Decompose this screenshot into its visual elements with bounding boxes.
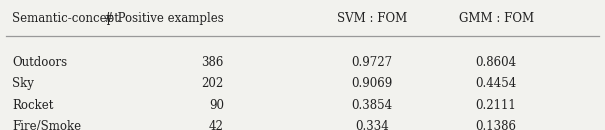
Text: Rocket: Rocket xyxy=(12,99,53,112)
Text: SVM : FOM: SVM : FOM xyxy=(337,12,407,25)
Text: 386: 386 xyxy=(201,56,224,69)
Text: 0.8604: 0.8604 xyxy=(476,56,517,69)
Text: 0.2111: 0.2111 xyxy=(476,99,517,112)
Text: 90: 90 xyxy=(209,99,224,112)
Text: Outdoors: Outdoors xyxy=(12,56,67,69)
Text: 0.3854: 0.3854 xyxy=(352,99,393,112)
Text: # Positive examples: # Positive examples xyxy=(104,12,224,25)
Text: 0.9727: 0.9727 xyxy=(352,56,393,69)
Text: Sky: Sky xyxy=(12,77,34,90)
Text: Semantic-concept: Semantic-concept xyxy=(12,12,119,25)
Text: 0.1386: 0.1386 xyxy=(476,120,517,130)
Text: Fire/Smoke: Fire/Smoke xyxy=(12,120,81,130)
Text: 0.334: 0.334 xyxy=(355,120,389,130)
Text: 202: 202 xyxy=(201,77,224,90)
Text: 0.9069: 0.9069 xyxy=(352,77,393,90)
Text: GMM : FOM: GMM : FOM xyxy=(459,12,534,25)
Text: 42: 42 xyxy=(209,120,224,130)
Text: 0.4454: 0.4454 xyxy=(476,77,517,90)
